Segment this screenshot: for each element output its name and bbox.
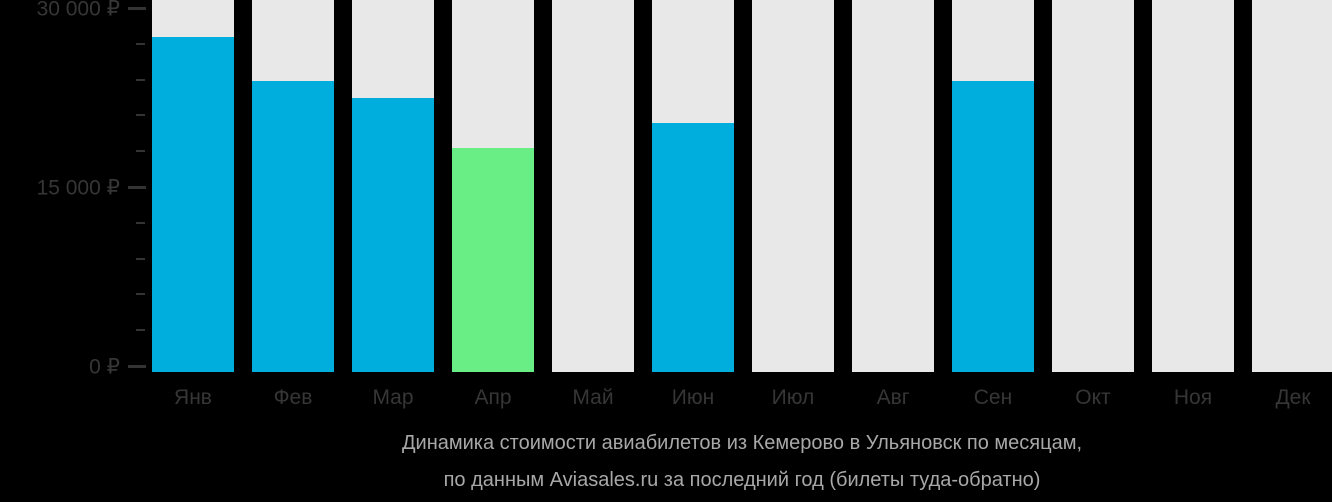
month-label: Сен bbox=[973, 386, 1013, 409]
y-major-tick bbox=[128, 186, 146, 189]
bar-Фев bbox=[252, 80, 334, 372]
bar-Мар bbox=[352, 97, 434, 372]
y-axis-label: 15 000 ₽ bbox=[36, 176, 120, 200]
month-label: Окт bbox=[1075, 386, 1111, 409]
chart-title-line2: по данным Aviasales.ru за последний год … bbox=[443, 469, 1041, 491]
y-minor-tick bbox=[136, 150, 145, 153]
bar-Июн bbox=[652, 122, 734, 372]
y-axis-label: 0 ₽ bbox=[89, 355, 120, 379]
y-minor-tick bbox=[136, 221, 145, 224]
y-major-tick bbox=[128, 365, 146, 368]
y-minor-tick bbox=[136, 42, 145, 45]
y-minor-tick bbox=[136, 114, 145, 117]
y-minor-tick bbox=[136, 257, 145, 260]
bar-background bbox=[1252, 0, 1332, 372]
month-label: Дек bbox=[1275, 386, 1311, 409]
chart-title: Динамика стоимости авиабилетов из Кемеро… bbox=[152, 432, 1332, 491]
month-label: Авг bbox=[876, 386, 910, 409]
bar-background bbox=[1152, 0, 1234, 372]
y-minor-tick bbox=[136, 293, 145, 296]
month-label: Мар bbox=[372, 386, 414, 409]
bar-background bbox=[1052, 0, 1134, 372]
month-label: Ноя bbox=[1173, 386, 1213, 409]
month-label: Апр bbox=[474, 386, 512, 409]
month-label: Фев bbox=[273, 386, 313, 409]
bar-Сен bbox=[952, 80, 1034, 372]
bar-background bbox=[552, 0, 634, 372]
chart-title-line1: Динамика стоимости авиабилетов из Кемеро… bbox=[401, 432, 1083, 454]
y-minor-tick bbox=[136, 78, 145, 81]
month-label: Май bbox=[572, 386, 614, 409]
bar-Янв bbox=[152, 36, 234, 372]
y-major-tick bbox=[128, 7, 146, 10]
month-label: Июл bbox=[771, 386, 815, 409]
bar-background bbox=[852, 0, 934, 372]
y-axis-label: 30 000 ₽ bbox=[36, 0, 120, 21]
bar-background bbox=[752, 0, 834, 372]
month-label: Июн bbox=[671, 386, 715, 409]
y-minor-tick bbox=[136, 329, 145, 332]
bar-Апр bbox=[452, 147, 534, 372]
month-label: Янв bbox=[174, 386, 212, 409]
